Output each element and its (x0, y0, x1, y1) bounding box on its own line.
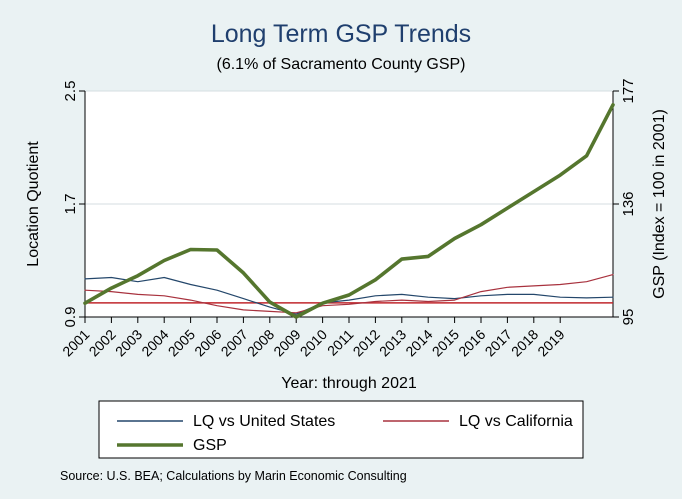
x-tick-label: 2002 (86, 326, 119, 359)
y-right-axis-title: GSP (Index = 100 in 2001) (651, 109, 668, 299)
x-tick-label: 2001 (59, 326, 92, 359)
x-tick-label: 2014 (402, 326, 435, 359)
y-right-tick-label: 136 (620, 191, 637, 216)
chart-title: Long Term GSP Trends (210, 20, 472, 48)
series-line-3 (83, 103, 615, 319)
x-tick-label: 2012 (350, 326, 383, 359)
legend-label-3: GSP (193, 437, 227, 454)
x-tick-label: 2010 (297, 326, 330, 359)
legend-box (98, 400, 584, 459)
y-left-tick-label: 0.9 (62, 307, 79, 328)
legend-label-1: LQ vs United States (193, 413, 335, 430)
legend-label-2: LQ vs California (459, 413, 573, 430)
y-right-tick-label: 95 (620, 309, 637, 326)
series-line-1 (84, 276, 614, 315)
x-tick-label: 2019 (534, 326, 567, 359)
x-tick-label: 2015 (429, 326, 462, 359)
x-tick-label: 2017 (482, 326, 515, 359)
y-right-tick-label: 177 (620, 78, 637, 103)
x-tick-label: 2011 (324, 326, 357, 359)
series-line-2 (84, 274, 614, 314)
x-tick-label: 2009 (270, 326, 303, 359)
y-left-tick-label: 2.5 (62, 81, 79, 102)
x-tick-label: 2003 (112, 326, 145, 359)
y-left-axis-title: Location Quotient (25, 141, 42, 267)
x-tick-label: 2005 (165, 326, 198, 359)
x-tick-label: 2013 (376, 326, 409, 359)
x-tick-label: 2018 (508, 326, 541, 359)
chart-subtitle: (6.1% of Sacramento County GSP) (216, 56, 466, 73)
y-left-tick-label: 1.7 (62, 194, 79, 215)
x-tick-label: 2006 (191, 326, 224, 359)
x-tick-label: 2008 (244, 326, 277, 359)
x-tick-label: 2016 (455, 326, 488, 359)
x-tick-label: 2007 (218, 326, 251, 359)
x-tick-label: 2004 (138, 326, 171, 359)
x-axis-title: Year: through 2021 (281, 375, 417, 392)
source-note: Source: U.S. BEA; Calculations by Marin … (60, 469, 407, 483)
